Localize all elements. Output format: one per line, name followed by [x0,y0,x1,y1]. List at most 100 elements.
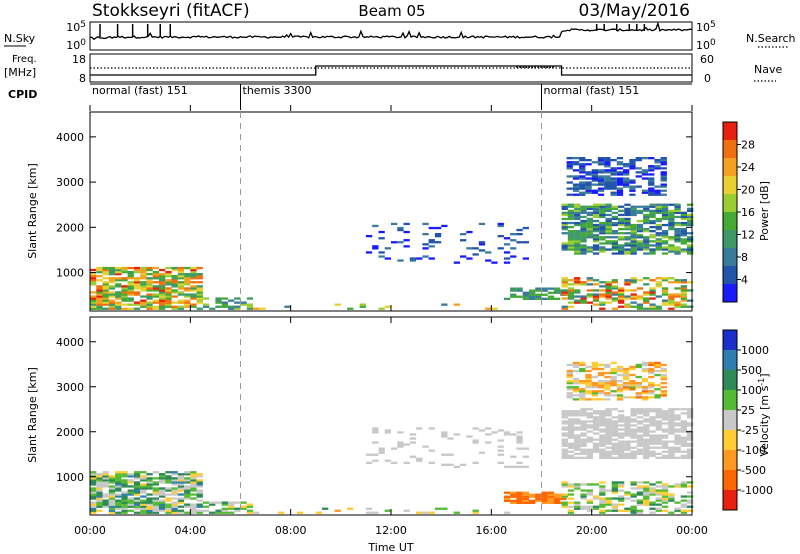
echo-cell [611,299,618,302]
echo-cell [680,505,687,508]
echo-cell [580,228,587,231]
echo-cell [623,183,630,186]
echo-cell [541,497,548,500]
ytick-label: 4000 [56,131,84,144]
echo-cell [133,277,141,280]
echo-cell [580,281,587,284]
echo-cell [127,266,134,270]
echo-cell [580,438,587,441]
echo-cell [629,365,636,369]
echo-cell [108,509,116,512]
cpid-boundary-lines [240,112,542,515]
echo-cell [636,234,644,237]
echo-cell [661,230,669,233]
echo-cell [146,293,153,296]
echo-cell [604,375,611,379]
echo-cell [140,511,147,514]
echo-cell [108,295,116,298]
echo-cell [687,238,694,241]
echo-cell [152,285,159,288]
echo-cell [466,247,473,250]
echo-cell [202,305,210,308]
echo-cell [605,285,612,288]
echo-cell [592,228,600,231]
echo-cell [649,438,656,441]
echo-cell [636,303,644,306]
echo-cell [177,485,185,488]
echo-cell [159,479,166,482]
echo-cell [579,165,586,168]
echo-cell [127,479,134,482]
echo-cell [90,473,97,476]
echo-cell [661,487,669,490]
echo-cell [591,191,598,194]
echo-cell [668,418,675,421]
echo-cell [579,369,586,373]
echo-cell [428,226,435,230]
echo-cell [574,289,581,292]
echo-cell [384,247,391,250]
echo-cell [630,234,637,237]
echo-cell [190,305,197,308]
echo-cell [636,228,644,231]
echo-cell [635,363,642,367]
echo-cell [618,291,625,294]
echo-cell [460,239,467,242]
echo-cell [133,501,141,504]
echo-cell [140,275,147,278]
echo-cell [228,507,235,510]
echo-cell [585,191,592,194]
echo-cell [668,452,675,455]
echo-cell [497,224,504,228]
echo-cell [655,434,662,437]
echo-cell [165,299,172,302]
echo-cell [554,493,561,496]
echo-cell [108,285,116,288]
echo-cell [580,283,587,286]
echo-cell [629,384,636,387]
echo-cell [616,183,624,186]
echo-cell [623,382,630,385]
echo-cell [177,511,185,514]
echo-cell [561,244,568,247]
echo-cell [108,477,116,480]
echo-cell [618,250,625,253]
echo-cell [184,477,191,480]
echo-cell [674,430,681,433]
echo-cell [221,509,228,512]
echo-cell [90,307,97,310]
echo-cell [585,378,592,381]
echo-cell [591,386,598,389]
echo-cell [108,273,116,276]
echo-cell [372,431,379,434]
echo-cell [687,250,694,253]
echo-cell [616,396,624,399]
echo-cell [121,277,128,280]
echo-cell [592,223,600,227]
echo-cell [108,491,116,494]
echo-cell [140,287,147,290]
echo-cell [611,434,618,437]
echo-cell [127,503,134,506]
echo-cell [572,369,580,373]
echo-cell [592,422,600,425]
echo-cell [585,384,592,387]
echo-cell [434,235,442,238]
echo-cell [655,217,662,221]
echo-cell [599,203,606,206]
echo-cell [674,287,681,290]
echo-cell [624,281,631,284]
echo-cell [365,453,373,456]
echo-cell [567,209,575,212]
echo-cell [397,228,404,232]
echo-cell [605,440,612,443]
echo-cell [127,289,134,292]
echo-cell [115,303,122,306]
echo-cell [574,485,581,488]
echo-cell [561,203,568,206]
echo-cell [610,169,617,172]
echo-cell [567,240,575,243]
echo-cell [654,167,661,170]
echo-cell [648,191,655,194]
echo-cell [611,244,618,247]
